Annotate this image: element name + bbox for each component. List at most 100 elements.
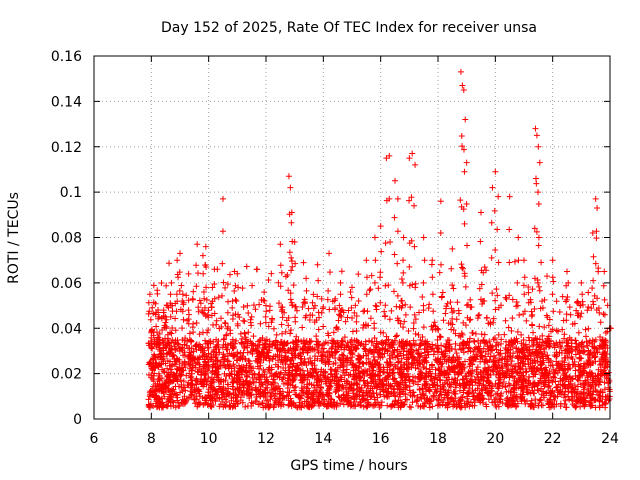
data-point [340,369,347,376]
data-point [145,310,152,317]
data-point [518,340,525,347]
data-point [239,335,246,342]
data-point [197,300,204,307]
data-point [432,386,439,393]
data-point [508,327,515,334]
data-point [416,373,423,380]
data-point [362,382,369,389]
data-point [376,404,383,411]
data-point [180,401,187,408]
data-point [351,376,358,383]
data-point [412,316,419,323]
data-point [549,291,556,298]
data-point [577,400,584,407]
data-point [314,355,321,362]
data-point [314,293,321,300]
data-point [603,357,610,364]
data-point [533,180,540,187]
data-point [515,234,522,241]
data-point [270,353,277,360]
data-point [414,381,421,388]
data-point [568,348,575,355]
data-point [159,326,166,333]
data-point [304,385,311,392]
data-point [277,241,284,248]
data-point [485,368,492,375]
data-point [204,344,211,351]
data-point [208,383,215,390]
data-point [345,394,352,401]
data-point [226,271,233,278]
data-point [457,197,464,204]
data-point [344,339,351,346]
data-point [212,398,219,405]
data-point [449,365,456,372]
data-point [218,315,225,322]
data-point [546,396,553,403]
data-point [162,384,169,391]
data-point [398,359,405,366]
data-point [304,381,311,388]
x-tick-label: 24 [601,431,619,447]
data-point [524,382,531,389]
data-point [599,336,606,343]
data-point [404,356,411,363]
data-point [400,257,407,264]
data-point [411,202,418,209]
data-point [314,261,321,268]
data-point [560,394,567,401]
data-point [546,316,553,323]
data-point [369,378,376,385]
data-point [503,388,510,395]
data-point [597,395,604,402]
data-point [529,322,536,329]
data-point [377,391,384,398]
data-point [295,337,302,344]
data-point [342,318,349,325]
data-point [352,302,359,309]
data-point [551,344,558,351]
data-point [351,403,358,410]
data-point [592,336,599,343]
data-point [298,392,305,399]
data-point [318,357,325,364]
data-point [585,381,592,388]
data-point [450,326,457,333]
data-point [494,357,501,364]
data-point [382,302,389,309]
data-point [399,370,406,377]
data-point [560,317,567,324]
data-point [347,338,354,345]
data-point [531,306,538,313]
data-point [243,336,250,343]
data-point [241,318,248,325]
data-point [285,372,292,379]
data-point [534,279,541,286]
data-point [195,304,202,311]
data-point [477,238,484,245]
data-point [224,309,231,316]
data-point [241,345,248,352]
data-point [491,334,498,341]
data-point [315,309,322,316]
data-point [169,336,176,343]
data-point [287,290,294,297]
data-point [451,401,458,408]
data-point [416,386,423,393]
data-point [406,403,413,410]
data-point [559,326,566,333]
data-point [385,282,392,289]
data-point [604,363,611,370]
data-point [174,394,181,401]
data-point [245,309,252,316]
data-point [182,335,189,342]
data-point [485,320,492,327]
data-point [461,400,468,407]
data-point [266,364,273,371]
data-point [288,254,295,261]
data-point [269,381,276,388]
data-point [338,386,345,393]
data-point [271,386,278,393]
data-point [533,132,540,139]
data-point [391,214,398,221]
